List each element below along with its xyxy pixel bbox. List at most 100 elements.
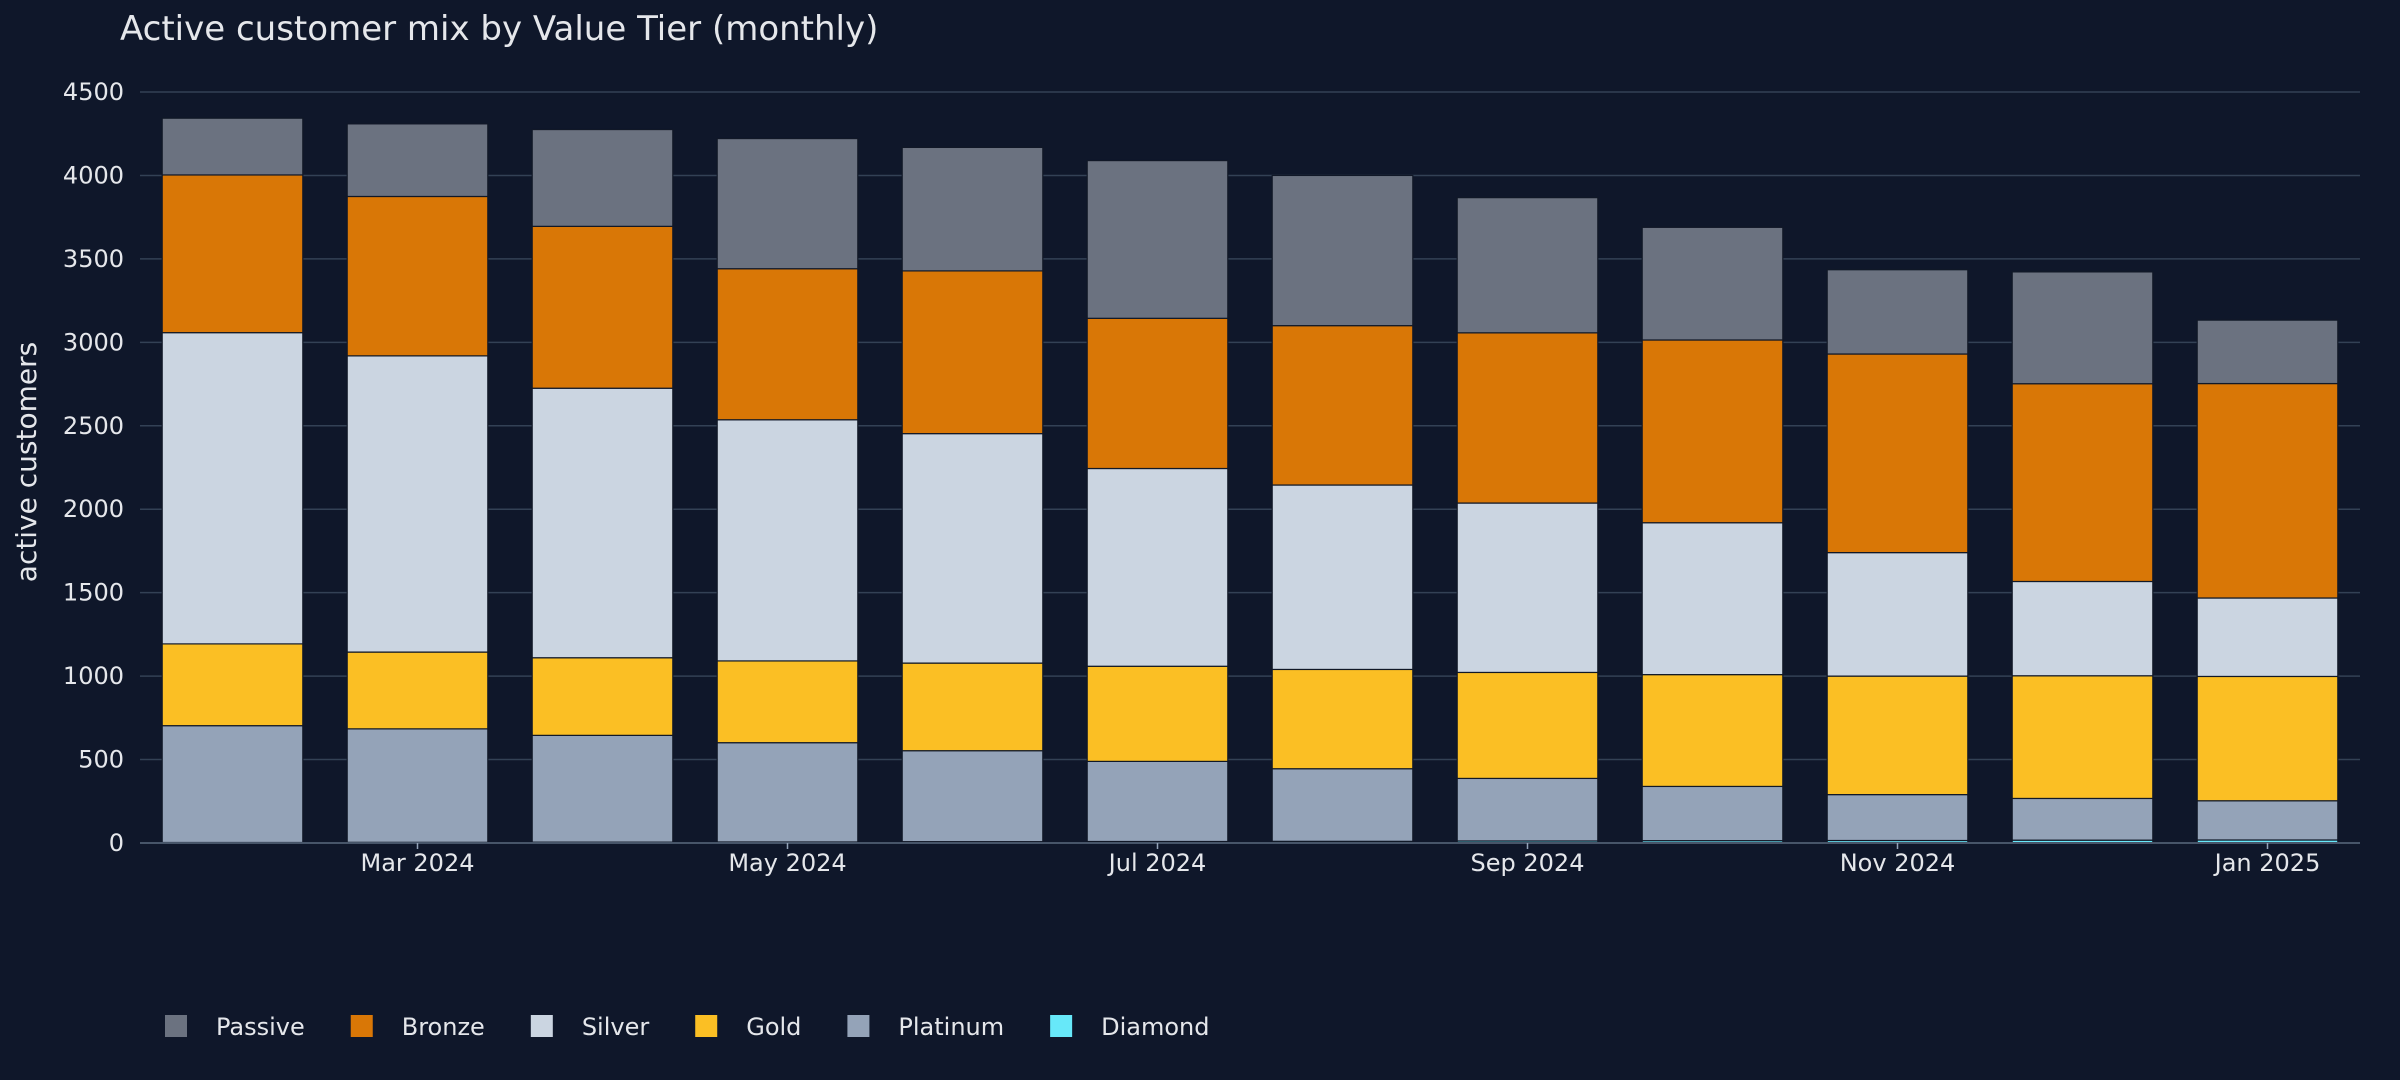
legend-label: Passive <box>216 1013 305 1041</box>
bar-segment-passive <box>1641 226 1784 341</box>
bar-segment-platinum <box>346 728 489 843</box>
legend-item-silver: Silver <box>530 1013 649 1041</box>
bar-segment-silver <box>1456 502 1599 674</box>
legend-swatch <box>847 1015 870 1037</box>
bar-segment-platinum <box>2011 797 2154 841</box>
x-tick-label: May 2024 <box>728 849 846 877</box>
legend-swatch <box>530 1015 553 1037</box>
bar-segment-gold <box>161 643 304 727</box>
legend-swatch <box>165 1015 187 1037</box>
y-tick-label: 1500 <box>63 579 124 607</box>
legend-item-gold: Gold <box>695 1013 801 1041</box>
x-tick-label: Nov 2024 <box>1840 849 1956 877</box>
bars <box>161 117 2339 844</box>
y-tick-label: 4500 <box>63 78 124 106</box>
x-tick-label: Sep 2024 <box>1471 849 1585 877</box>
bar-segment-bronze <box>1086 317 1229 470</box>
bar-segment-bronze <box>346 195 489 357</box>
x-tick-label: Jul 2024 <box>1107 849 1207 877</box>
legend-item-passive: Passive <box>165 1013 305 1041</box>
bar-segment-gold <box>716 660 859 744</box>
bar-segment-passive <box>1456 197 1599 334</box>
legend-label: Gold <box>746 1013 801 1041</box>
bar-segment-silver <box>1271 484 1414 671</box>
legend-label: Diamond <box>1101 1013 1209 1041</box>
y-tick-label: 2500 <box>63 412 124 440</box>
legend-swatch <box>695 1015 718 1037</box>
y-axis-label: active customers <box>10 342 43 582</box>
bar-segment-passive <box>531 128 674 227</box>
bar-segment-passive <box>346 123 489 198</box>
bar-segment-platinum <box>161 725 304 844</box>
legend: Passive Bronze Silver Gold Platinum Diamond <box>165 1013 1210 1041</box>
bar-segment-gold <box>346 651 489 730</box>
bar-segment-passive <box>2011 271 2154 385</box>
bar-segment-passive <box>1271 174 1414 327</box>
bar-segment-platinum <box>1086 760 1229 843</box>
bar-segment-gold <box>531 657 674 736</box>
bar-segment-platinum <box>2196 800 2339 841</box>
bar-segment-gold <box>1271 668 1414 770</box>
bar-segment-silver <box>1826 552 1969 677</box>
bar-segment-bronze <box>716 268 859 421</box>
bar-segment-gold <box>1641 674 1784 788</box>
y-tick-label: 500 <box>78 746 124 774</box>
y-tick-label: 3500 <box>63 245 124 273</box>
bar-segment-gold <box>2011 675 2154 800</box>
bar-segment-bronze <box>1826 353 1969 554</box>
bar-segment-bronze <box>1641 339 1784 524</box>
bar-segment-passive <box>1086 159 1229 319</box>
bar-segment-gold <box>901 662 1044 752</box>
x-tick-label: Mar 2024 <box>361 849 475 877</box>
bar-segment-bronze <box>1271 325 1414 486</box>
bar-segment-silver <box>901 433 1044 664</box>
bar-segment-bronze <box>161 174 304 334</box>
bar-segment-passive <box>2196 319 2339 385</box>
bar-segment-passive <box>1826 269 1969 355</box>
bar-segment-silver <box>1086 467 1229 667</box>
bar-segment-platinum <box>716 742 859 843</box>
axes: 0 500 1000 1500 2000 2500 3000 3500 4000 4500 Mar … <box>63 78 2360 877</box>
x-tick-label: Jan 2025 <box>2213 849 2321 877</box>
bar-segment-bronze <box>2196 382 2339 599</box>
bar-segment-silver <box>161 332 304 645</box>
bar-segment-silver <box>2196 597 2339 678</box>
bar-segment-bronze <box>2011 383 2154 583</box>
bar-segment-platinum <box>531 734 674 843</box>
y-tick-label: 4000 <box>63 161 124 189</box>
bar-segment-bronze <box>1456 332 1599 504</box>
bar-segment-gold <box>1456 671 1599 780</box>
legend-swatch <box>350 1015 373 1037</box>
bar-segment-platinum <box>1456 777 1599 842</box>
y-tick-label: 0 <box>109 829 124 857</box>
legend-swatch <box>1050 1015 1073 1037</box>
bar-segment-silver <box>346 355 489 653</box>
bar-segment-silver <box>1641 522 1784 676</box>
bar-segment-platinum <box>901 750 1044 843</box>
bar-segment-passive <box>901 146 1044 272</box>
bar-segment-passive <box>716 137 859 270</box>
bar-segment-silver <box>531 387 674 659</box>
bar-segment-platinum <box>1271 768 1414 842</box>
chart-title: Active customer mix by Value Tier (month… <box>120 9 878 49</box>
bar-segment-platinum <box>1826 794 1969 842</box>
legend-label: Bronze <box>402 1013 485 1041</box>
bar-segment-gold <box>2196 675 2339 802</box>
y-tick-label: 3000 <box>63 328 124 356</box>
bar-segment-gold <box>1826 675 1969 796</box>
bar-segment-passive <box>161 117 304 176</box>
bar-segment-silver <box>716 419 859 662</box>
legend-item-diamond: Diamond <box>1050 1013 1210 1041</box>
legend-item-platinum: Platinum <box>847 1013 1004 1041</box>
y-tick-label: 1000 <box>63 662 124 690</box>
bar-segment-silver <box>2011 580 2154 677</box>
gridlines <box>140 91 2360 844</box>
y-tick-label: 2000 <box>63 495 124 523</box>
bar-segment-bronze <box>901 270 1044 435</box>
bar-segment-gold <box>1086 665 1229 762</box>
bar-segment-bronze <box>531 225 674 389</box>
bar-segment-platinum <box>1641 785 1784 842</box>
legend-item-bronze: Bronze <box>350 1013 485 1041</box>
